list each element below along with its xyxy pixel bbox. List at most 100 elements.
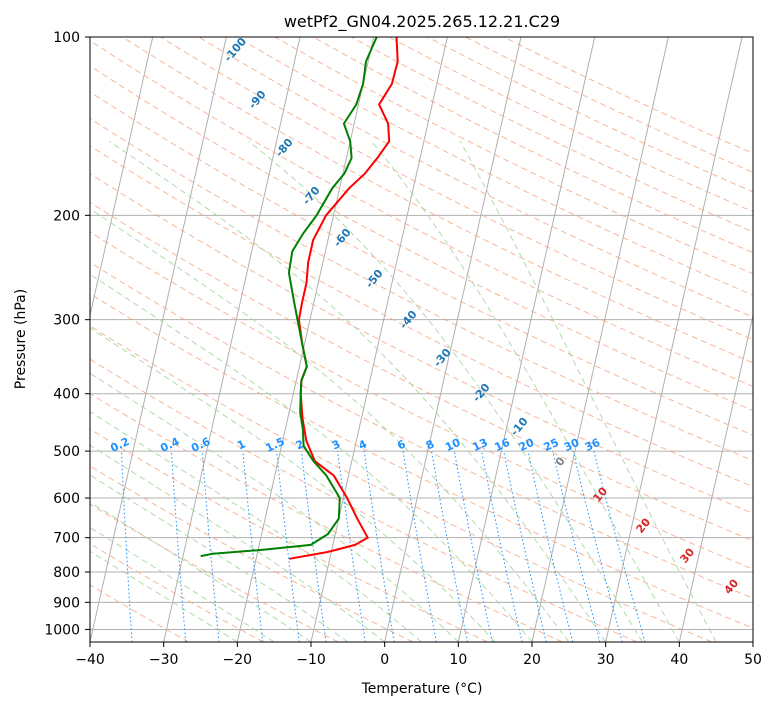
moist-adiabat-label: 30	[677, 545, 697, 565]
mixing-ratio-label: 25	[542, 436, 561, 454]
mixing-ratio-line	[431, 451, 468, 642]
moist-adiabat-line	[90, 411, 422, 642]
x-tick-label: 50	[744, 652, 762, 668]
isotherm-line	[457, 37, 596, 642]
y-tick-label: 500	[53, 444, 80, 460]
dewpoint-line	[200, 37, 378, 558]
mixing-ratio-line	[300, 451, 327, 642]
isotherm-line	[752, 639, 753, 642]
isotherm-line	[310, 37, 448, 642]
x-tick-label: −30	[149, 652, 179, 668]
moist-adiabat-line	[90, 501, 312, 642]
y-axis-ticks: 100 200 300 400 500 600 700 800 900 1000	[44, 30, 90, 638]
plot-area: 0.1 0.2 0.4 0.6 1 1.5 2 3 4 6 8 10 13 16 20 25 30 36-100-…	[0, 37, 753, 642]
isotherm-line	[163, 37, 301, 642]
dry-adiabat-line	[503, 37, 753, 154]
mixing-ratio-line	[170, 451, 187, 642]
dry-adiabat-line	[90, 465, 414, 642]
mixing-ratio-label: 4	[356, 437, 369, 452]
x-tick-label: −40	[75, 652, 105, 668]
moist-adiabat-line	[90, 550, 238, 642]
dry-adiabat-line	[312, 37, 753, 254]
moist-adiabat-label: 40	[721, 576, 741, 596]
dry-adiabat-label: -40	[397, 308, 420, 332]
x-axis-label: Temperature (°C)	[361, 681, 483, 697]
mixing-ratio-line	[363, 451, 395, 642]
y-tick-label: 1000	[44, 622, 80, 638]
dry-adiabat-line	[90, 293, 753, 629]
dry-adiabat-line	[90, 65, 753, 412]
mixing-ratio-label: 0.6	[189, 435, 212, 455]
isotherm-line	[605, 37, 743, 642]
mixing-ratio-label: 30	[562, 436, 582, 454]
dry-adiabat-line	[465, 37, 753, 173]
dry-adiabat-label: -20	[470, 381, 493, 405]
dry-adiabat-line	[388, 37, 753, 213]
dry-adiabat-label: -90	[246, 88, 269, 112]
dry-adiabat-line	[90, 145, 753, 488]
dry-adiabat-line	[90, 584, 190, 642]
x-tick-label: 0	[380, 652, 389, 668]
dry-adiabat-line	[427, 37, 753, 193]
mixing-ratio-line	[453, 451, 493, 642]
dry-adiabat-line	[122, 37, 753, 364]
moist-adiabat-label: 0	[553, 454, 568, 468]
moist-adiabat-line	[90, 444, 385, 642]
isotherm-line	[90, 37, 227, 642]
y-tick-label: 400	[53, 387, 80, 403]
mixing-ratio-label: 6	[395, 437, 408, 452]
mixing-ratio-label: 3	[330, 437, 342, 452]
mixing-ratio-label: 20	[517, 436, 537, 454]
mixing-ratio-line	[201, 451, 220, 642]
y-axis-label: Pressure (hPa)	[13, 289, 29, 389]
moist-adiabat-line	[248, 140, 643, 642]
moist-adiabat-line	[371, 140, 680, 642]
moist-adiabat-line	[90, 273, 533, 642]
mixing-ratio-label: 13	[470, 436, 489, 454]
isotherm-lines	[0, 37, 753, 642]
y-tick-label: 900	[53, 595, 80, 611]
y-tick-label: 800	[53, 565, 80, 581]
plot-frame	[89, 36, 754, 643]
moist-adiabat-line	[109, 140, 607, 642]
chart-title: wetPf2_GN04.2025.265.12.21.C29	[284, 12, 560, 32]
mixing-ratio-label: 36	[583, 436, 603, 454]
isotherm-line	[384, 37, 522, 642]
isotherm-line	[531, 37, 669, 642]
moist-adiabat-line	[459, 141, 717, 642]
y-tick-label: 300	[53, 313, 80, 329]
dry-adiabat-label: -70	[300, 184, 323, 208]
x-tick-label: −20	[223, 652, 253, 668]
dry-adiabat-line	[160, 37, 753, 341]
mixing-ratio-label: 0.4	[158, 435, 181, 455]
dry-adiabat-line	[90, 231, 753, 570]
x-tick-label: 20	[523, 652, 541, 668]
moist-adiabat-label: 10	[590, 484, 610, 504]
mixing-ratio-line	[337, 451, 366, 642]
mixing-ratio-line	[276, 451, 300, 642]
dry-adiabat-line	[90, 503, 339, 642]
mixing-ratio-line	[527, 450, 574, 642]
isotherm-line	[0, 37, 79, 642]
pressure-gridlines	[90, 37, 753, 630]
dry-adiabat-lines	[90, 37, 753, 642]
temperature-line	[289, 37, 399, 560]
mixing-ratio-line	[572, 450, 623, 642]
dry-adiabat-label: -60	[331, 226, 354, 250]
mixing-ratio-label: 10	[443, 436, 463, 454]
mixing-ratio-line	[242, 451, 264, 642]
dry-adiabat-line	[90, 91, 753, 436]
x-tick-label: 30	[597, 652, 615, 668]
dry-adiabat-line	[90, 358, 638, 642]
mixing-ratio-line	[593, 450, 646, 642]
y-tick-label: 100	[53, 30, 80, 46]
dry-adiabat-line	[90, 173, 753, 514]
y-tick-label: 600	[53, 491, 80, 507]
mixing-ratio-label: 0.2	[108, 435, 131, 455]
dry-adiabat-line	[90, 201, 753, 542]
mixing-ratio-line	[503, 450, 547, 642]
dry-adiabat-line	[90, 393, 563, 642]
isotherm-line	[236, 37, 375, 642]
dry-adiabat-label: -80	[273, 136, 296, 160]
